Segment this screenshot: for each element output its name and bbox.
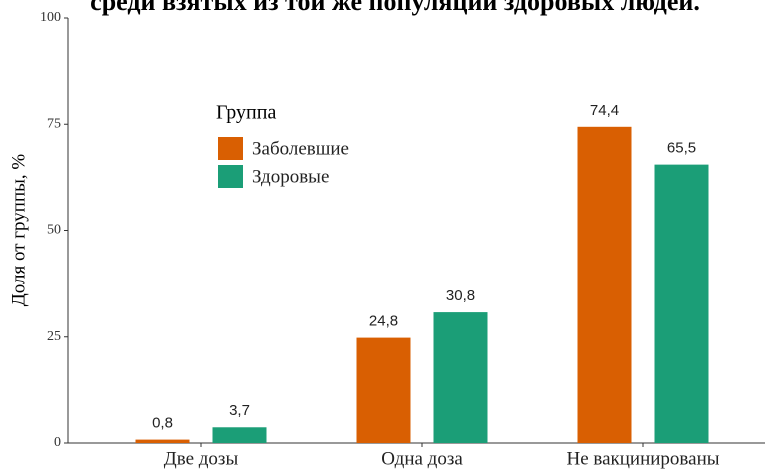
legend-title: Группа	[216, 102, 276, 124]
value-label: 24,8	[369, 313, 398, 330]
x-tick-label: Одна доза	[381, 448, 463, 469]
y-axis-label: Доля от группы, %	[8, 154, 29, 307]
value-label: 0,8	[152, 415, 173, 432]
bar	[356, 337, 411, 443]
value-label: 30,8	[446, 287, 475, 304]
y-tick-label: 100	[40, 10, 61, 25]
x-tick-label: Две дозы	[164, 448, 239, 469]
legend-label: Заболевшие	[252, 138, 349, 159]
y-tick-label: 75	[47, 116, 61, 131]
x-tick-label: Не вакцинированы	[566, 448, 719, 469]
bar	[654, 164, 709, 443]
legend-label: Здоровые	[252, 166, 329, 187]
value-label: 3,7	[229, 402, 250, 419]
legend-swatch	[218, 165, 243, 188]
bar	[433, 312, 488, 443]
y-tick-label: 25	[47, 329, 61, 344]
chart-title: среди взятых из той же популяции здоровы…	[90, 0, 700, 16]
value-label: 65,5	[667, 140, 696, 157]
bar	[212, 427, 267, 443]
bar	[577, 126, 632, 444]
value-label: 74,4	[590, 102, 619, 119]
legend-swatch	[218, 137, 243, 160]
y-tick-label: 0	[54, 435, 61, 450]
y-tick-label: 50	[47, 223, 61, 238]
bar	[135, 439, 190, 443]
